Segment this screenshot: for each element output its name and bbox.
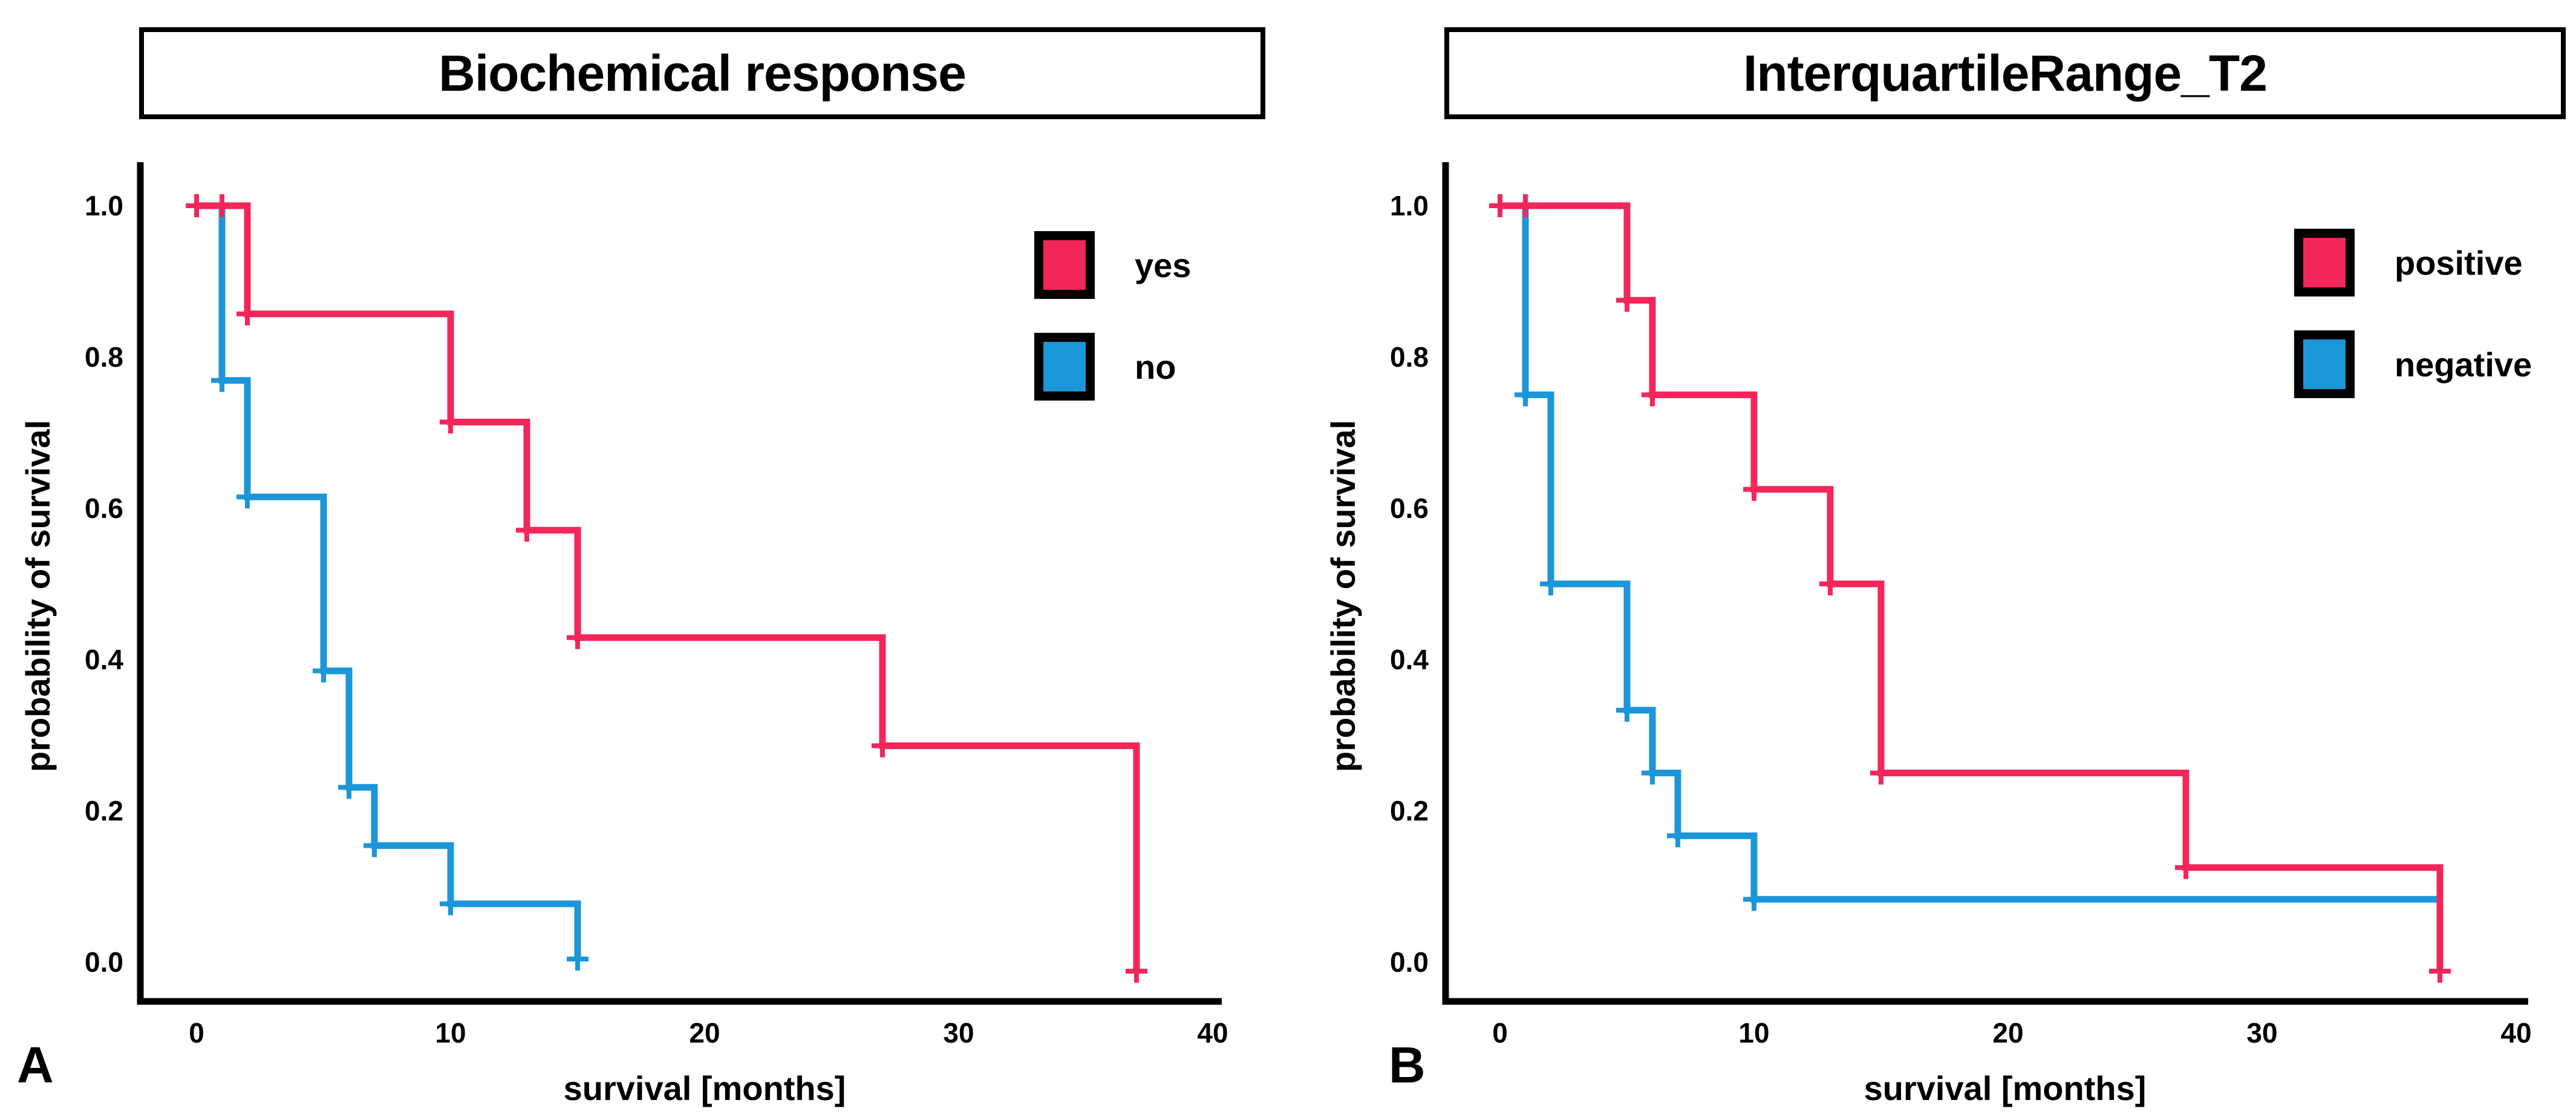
y-tick-label: 0.2 <box>85 795 123 827</box>
legend-swatch-no <box>1034 333 1095 401</box>
censor-mark <box>1642 761 1663 785</box>
y-tick-label: 0.0 <box>1390 946 1429 978</box>
censor-mark <box>338 776 360 799</box>
censor-mark <box>313 659 334 683</box>
legend-label-yes: yes <box>1135 246 1192 284</box>
censor-mark <box>440 410 461 434</box>
censor-mark <box>236 302 258 326</box>
y-axis-label: probability of survival <box>1324 420 1362 772</box>
censor-mark <box>1489 194 1511 217</box>
censor-mark <box>567 626 589 649</box>
censor-mark <box>440 892 461 915</box>
legend-item-positive: positive <box>2294 229 2532 296</box>
censor-mark <box>1616 698 1638 722</box>
y-axis-label: probability of survival <box>19 420 57 772</box>
y-tick-label: 1.0 <box>1390 190 1429 221</box>
censor-mark <box>2175 856 2197 879</box>
legend-label-negative: negative <box>2395 345 2532 384</box>
panel-a-letter: A <box>17 1036 54 1093</box>
y-tick-label: 0.0 <box>85 946 123 978</box>
censor-mark <box>1743 477 1765 501</box>
panel-b-letter: B <box>1389 1036 1426 1093</box>
censor-mark <box>211 368 233 392</box>
legend-swatch-positive <box>2294 229 2355 296</box>
x-tick-label: 0 <box>189 1017 204 1049</box>
legend-item-no: no <box>1034 333 1191 401</box>
legend-swatch-negative <box>2294 330 2355 398</box>
legend-item-yes: yes <box>1034 231 1191 299</box>
x-tick-label: 30 <box>2246 1017 2277 1049</box>
y-tick-label: 0.6 <box>85 493 123 524</box>
survival-curve-yes <box>197 202 1140 971</box>
censor-mark <box>872 734 893 758</box>
censor-mark <box>186 194 207 217</box>
censor-mark <box>364 834 385 857</box>
censor-mark <box>1743 888 1765 911</box>
x-tick-label: 20 <box>689 1017 720 1049</box>
km-plot-svg: 0 10 20 30 40 1.0 0.8 0.6 0.4 0.2 0.0 survival [mon… <box>1324 162 2532 1107</box>
panel-a-legend: yes no <box>1034 231 1191 401</box>
censor-mark <box>1819 572 1841 595</box>
x-axis-label: survival [months] <box>564 1069 846 1107</box>
y-tick-label: 0.8 <box>85 341 123 373</box>
axes <box>137 162 1222 1005</box>
x-tick-label: 0 <box>1492 1017 1508 1049</box>
y-tick-label: 0.6 <box>1390 493 1429 524</box>
censor-mark <box>1667 824 1689 848</box>
km-plot-svg: 0 10 20 30 40 1.0 0.8 0.6 0.4 0.2 0.0 survival [mon… <box>19 162 1228 1107</box>
panel-a-title-box: Biochemical response <box>139 27 1265 119</box>
y-tick-label: 0.2 <box>1390 795 1429 827</box>
x-tick-label: 20 <box>1992 1017 2023 1049</box>
panel-b-plot-area: 0 10 20 30 40 1.0 0.8 0.6 0.4 0.2 0.0 survival [mon… <box>1288 0 2576 1120</box>
y-tick-label: 1.0 <box>85 190 123 221</box>
x-tick-label: 40 <box>1197 1017 1228 1049</box>
censor-mark <box>1870 761 1892 785</box>
censor-mark <box>236 485 258 509</box>
censor-mark <box>1515 383 1536 407</box>
panel-a: Biochemical response yes no 0 10 20 30 40 1.0… <box>17 27 1265 1107</box>
x-tick-label: 30 <box>943 1017 974 1049</box>
panel-a-title: Biochemical response <box>439 44 967 102</box>
legend-label-no: no <box>1135 347 1176 386</box>
censor-mark <box>567 948 589 971</box>
x-tick-label: 40 <box>2500 1017 2531 1049</box>
legend-label-positive: positive <box>2395 243 2523 282</box>
y-tick-label: 0.4 <box>1390 644 1429 675</box>
y-tick-label: 0.4 <box>85 644 123 675</box>
panel-b: InterquartileRange_T2 positive negative … <box>1288 0 2576 1120</box>
x-tick-label: 10 <box>1738 1017 1769 1049</box>
censor-mark <box>2429 960 2451 983</box>
censor-mark <box>1616 289 1638 312</box>
legend-swatch-yes <box>1034 231 1095 299</box>
x-axis-label: survival [months] <box>1864 1069 2147 1107</box>
censor-mark <box>1642 383 1663 407</box>
panel-b-title: InterquartileRange_T2 <box>1743 44 2268 102</box>
censor-mark <box>1126 960 1147 983</box>
censor-mark <box>516 519 538 542</box>
panel-b-title-box: InterquartileRange_T2 <box>1444 27 2566 119</box>
censor-mark <box>211 194 233 217</box>
censor-mark <box>1540 572 1562 595</box>
y-tick-label: 0.8 <box>1390 341 1429 373</box>
x-tick-label: 10 <box>435 1017 466 1049</box>
panel-b-legend: positive negative <box>2294 229 2532 398</box>
legend-item-negative: negative <box>2294 330 2532 398</box>
survival-curve-no <box>197 202 581 959</box>
axes <box>1442 162 2528 1005</box>
censor-mark <box>1515 194 1536 217</box>
panel-a-plot-area: 0 10 20 30 40 1.0 0.8 0.6 0.4 0.2 0.0 survival [mon… <box>19 162 1228 1107</box>
